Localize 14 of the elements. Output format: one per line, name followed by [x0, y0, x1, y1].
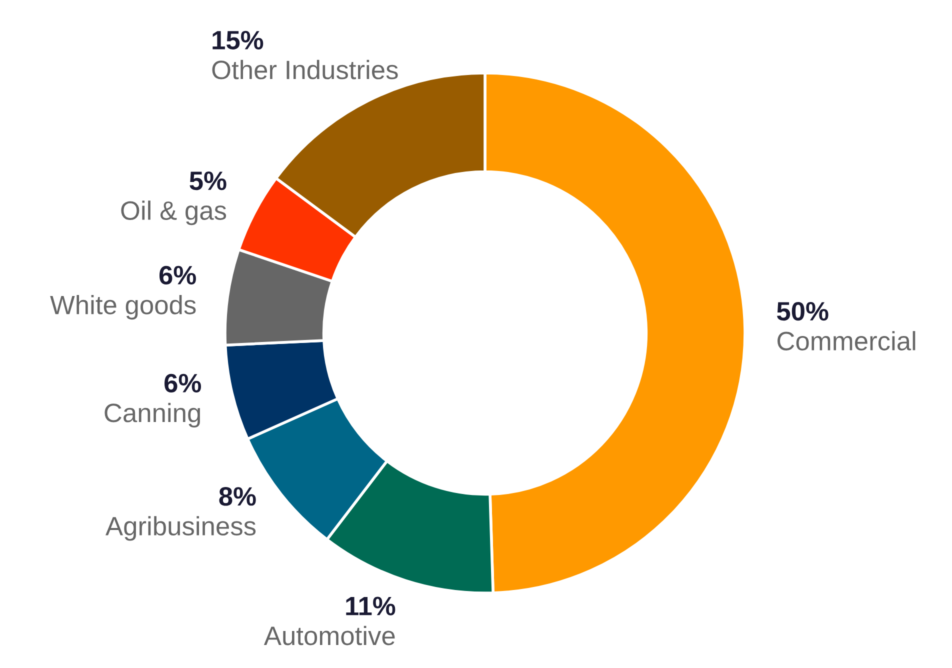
- data-label: 15%: [212, 30, 264, 50]
- slice-label: Agribusiness: [106, 516, 256, 541]
- slice-label: Other Industries: [212, 60, 398, 80]
- data-label: 6%: [164, 374, 201, 393]
- slice-label: Commercial: [778, 331, 916, 350]
- data-label: 11%: [346, 596, 396, 616]
- slice-label: White goods: [50, 294, 196, 320]
- slice-label: Oil & gas: [121, 200, 226, 226]
- slice-label: Automotive: [264, 626, 395, 646]
- data-label: 6%: [159, 266, 196, 285]
- data-label: 5%: [190, 172, 226, 190]
- slice-label: Canning: [104, 402, 200, 428]
- data-label: 8%: [219, 487, 256, 506]
- data-label: 50%: [776, 302, 828, 321]
